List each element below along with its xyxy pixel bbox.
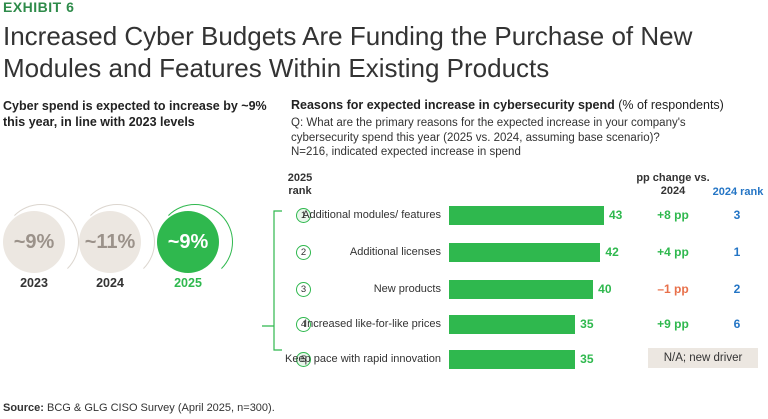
category-label: Additional modules/ features — [302, 209, 441, 221]
rank-2025-1: 1 — [296, 208, 311, 223]
spend-circle-2023: ~9% — [3, 211, 65, 273]
category-label: Increased like-for-like prices — [304, 318, 441, 330]
bar-value-label: 40 — [598, 282, 612, 296]
exhibit-label: EXHIBIT 6 — [3, 0, 75, 15]
rank-2024-value: 2 — [733, 282, 741, 296]
year-label-2025: 2025 — [174, 276, 202, 290]
col-header-rank-2025: 2025 rank — [287, 172, 313, 197]
rank-2025-5: 5 — [296, 352, 311, 367]
bar — [449, 350, 576, 369]
col-header-rank-2024: 2024 rank — [712, 186, 764, 198]
year-label-2023: 2023 — [20, 276, 48, 290]
bar-value-label: 35 — [580, 317, 594, 331]
survey-question: Q: What are the primary reasons for the … — [291, 116, 731, 160]
source-note: Source: BCG & GLG CISO Survey (April 202… — [3, 402, 275, 414]
spend-value-2023: ~9% — [13, 230, 55, 253]
rank-2024-value: 6 — [733, 317, 741, 331]
rank-2024-value: 1 — [733, 245, 741, 259]
pp-change-value: +8 pp — [657, 208, 689, 222]
category-label: New products — [373, 283, 441, 295]
rank-2025-4: 4 — [296, 317, 311, 332]
col-header-pp-change: pp change vs. 2024 — [636, 172, 710, 197]
bar — [449, 243, 601, 262]
right-panel-title: Reasons for expected increase in cyberse… — [291, 98, 724, 112]
year-label-2024: 2024 — [96, 276, 124, 290]
question-text: Q: What are the primary reasons for the … — [291, 117, 686, 144]
year-arc-2025 — [157, 204, 233, 280]
bar-value-label: 42 — [605, 245, 619, 259]
bar — [449, 206, 604, 225]
pp-change-value: +9 pp — [657, 317, 689, 331]
sample-size: N=216, indicated expected increase in sp… — [291, 146, 521, 158]
spend-value-2024: ~11% — [84, 230, 136, 253]
source-label: Source: — [3, 402, 44, 414]
right-title-main: Reasons for expected increase in cyberse… — [291, 98, 615, 112]
bar-value-label: 43 — [609, 208, 623, 222]
year-arc-2024 — [79, 204, 155, 280]
rank-bracket — [262, 210, 282, 351]
rank-2025-3: 3 — [296, 282, 311, 297]
category-label: Keep pace with rapid innovation — [285, 353, 441, 365]
rank-2024-value: 3 — [733, 208, 741, 222]
bar — [449, 280, 594, 299]
source-text: BCG & GLG CISO Survey (April 2025, n=300… — [47, 402, 275, 414]
na-new-driver-note: N/A; new driver — [648, 348, 758, 368]
chart-title: Increased Cyber Budgets Are Funding the … — [3, 21, 693, 83]
spend-value-2025: ~9% — [167, 230, 209, 253]
rank-2025-2: 2 — [296, 245, 311, 260]
pp-change-value: –1 pp — [657, 282, 689, 296]
bar — [449, 315, 576, 334]
left-panel-subtitle: Cyber spend is expected to increase by ~… — [3, 99, 267, 129]
category-label: Additional licenses — [349, 246, 441, 258]
pp-change-value: +4 pp — [657, 245, 689, 259]
spend-circle-2024: ~11% — [79, 211, 141, 273]
spend-circle-2025: ~9% — [157, 211, 219, 273]
year-arc-2023 — [3, 204, 79, 280]
right-title-note: (% of respondents) — [618, 98, 724, 112]
bar-value-label: 35 — [580, 352, 594, 366]
